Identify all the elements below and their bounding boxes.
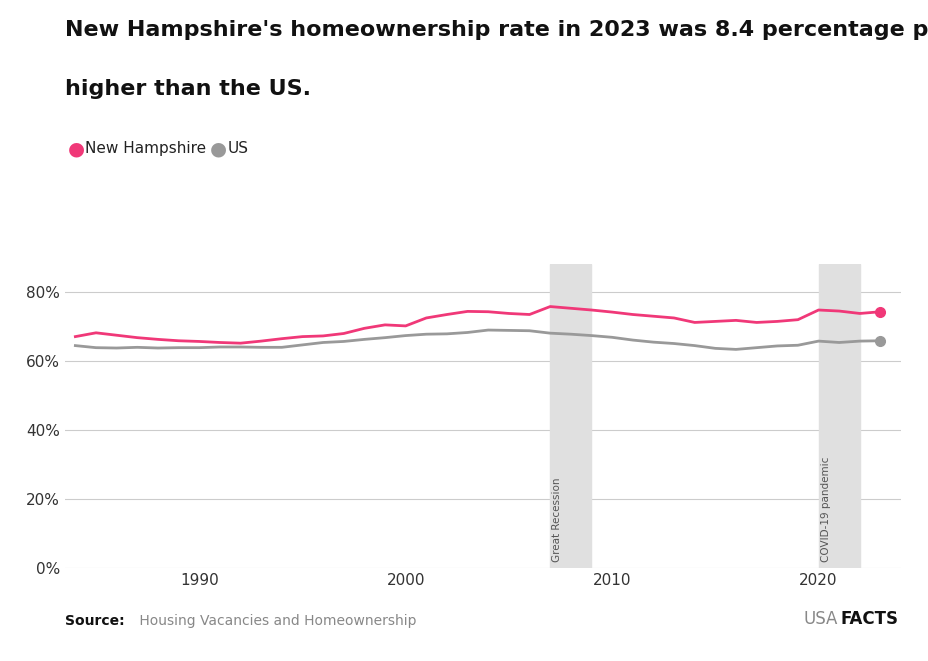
Text: Source:: Source: xyxy=(65,614,124,628)
Text: ●: ● xyxy=(210,139,226,158)
Text: higher than the US.: higher than the US. xyxy=(65,79,311,99)
Text: New Hampshire's homeownership rate in 2023 was 8.4 percentage points: New Hampshire's homeownership rate in 20… xyxy=(65,20,928,40)
Text: ●: ● xyxy=(68,139,84,158)
Text: US: US xyxy=(227,141,249,156)
Text: FACTS: FACTS xyxy=(840,610,897,628)
Text: Great Recession: Great Recession xyxy=(551,477,561,562)
Text: USA: USA xyxy=(803,610,837,628)
Bar xyxy=(818,264,859,568)
Text: Housing Vacancies and Homeownership: Housing Vacancies and Homeownership xyxy=(135,614,416,628)
Text: COVID-19 pandemic: COVID-19 pandemic xyxy=(819,456,830,562)
Bar xyxy=(549,264,591,568)
Text: New Hampshire: New Hampshire xyxy=(85,141,206,156)
